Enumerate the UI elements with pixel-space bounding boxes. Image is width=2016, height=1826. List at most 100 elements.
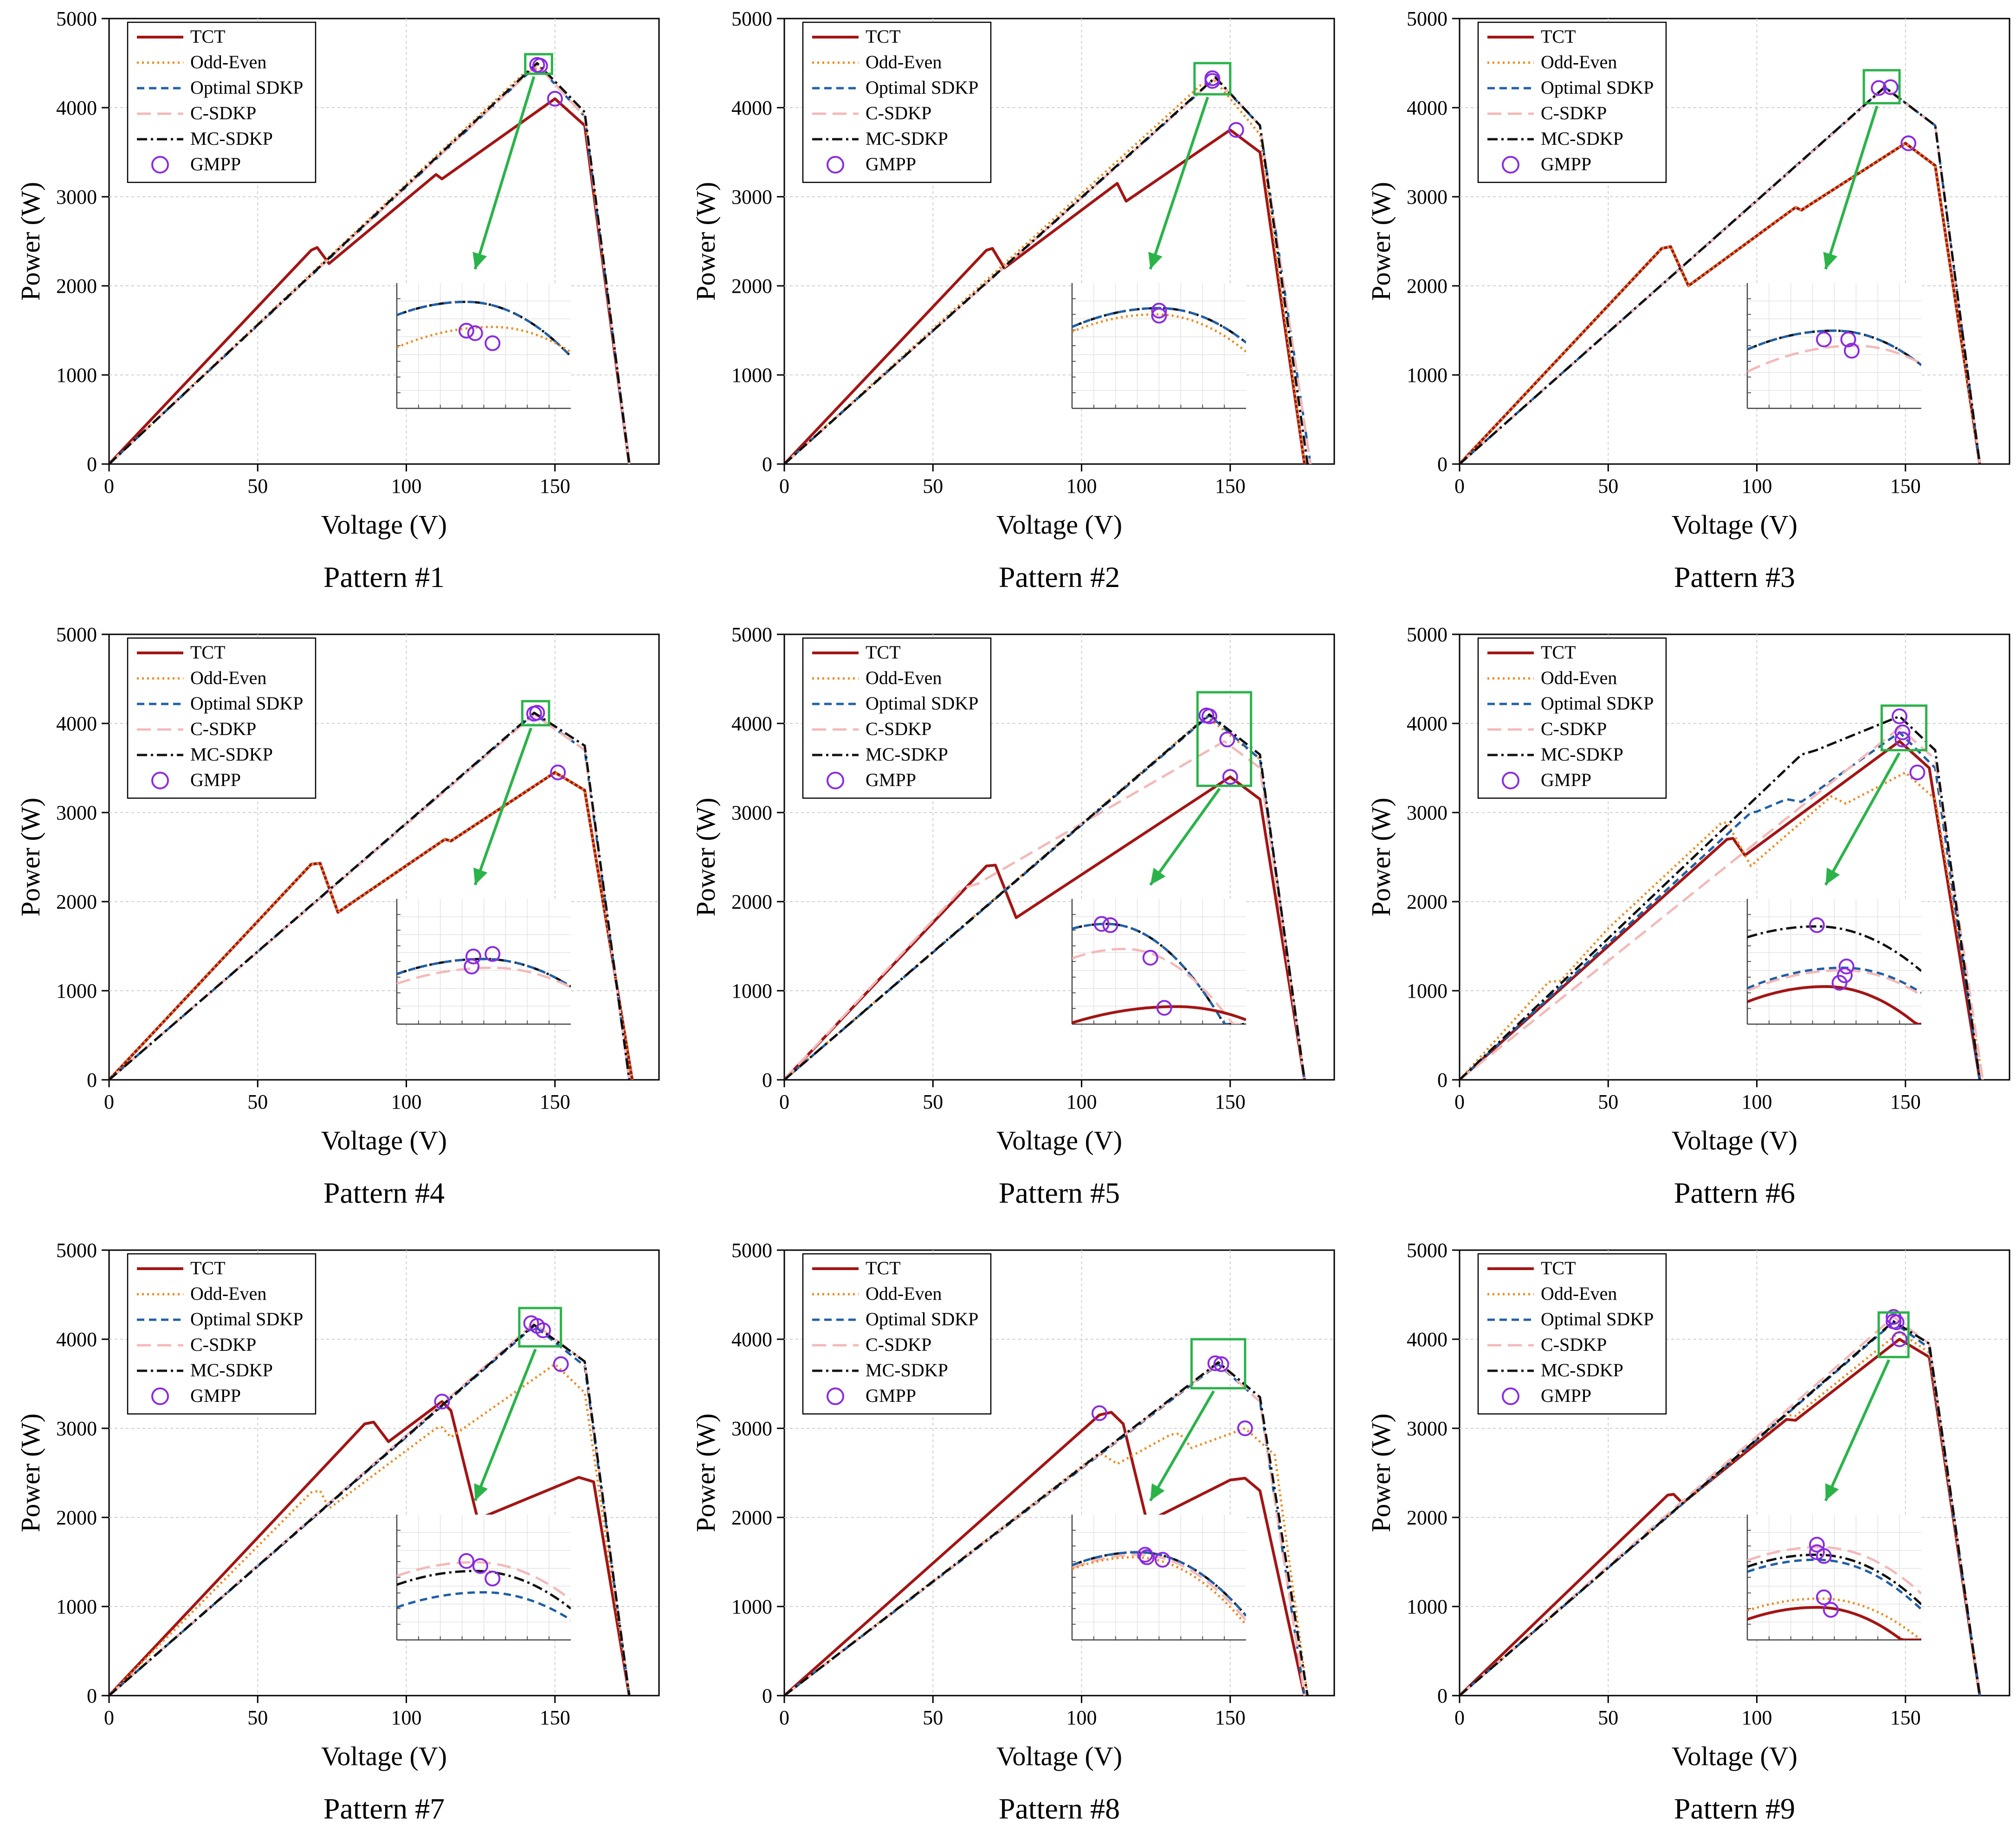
legend-entry: GMPP (866, 769, 916, 790)
x-tick-label: 100 (1066, 475, 1097, 497)
gmpp-marker (1228, 122, 1244, 138)
series-line-mc-sdkp (109, 1323, 631, 1696)
legend-entry: Optimal SDKP (190, 693, 303, 714)
y-tick-label: 5000 (731, 623, 772, 646)
legend-entry: TCT (1541, 26, 1576, 47)
legend-entry: Optimal SDKP (190, 77, 303, 98)
series-line-optimal-sdkp (1460, 731, 1981, 1080)
gmpp-marker (1222, 769, 1238, 785)
legend-entry: C-SDKP (866, 718, 931, 739)
inset-curve-optimal-sdkp (1747, 1558, 1921, 1610)
x-tick-label: 150 (1890, 1706, 1921, 1729)
legend-box (127, 637, 317, 799)
inset-gmpp-marker (459, 323, 474, 339)
zoom-arrow (473, 76, 536, 270)
zoom-arrow (1824, 752, 1901, 886)
y-tick-label: 3000 (731, 801, 772, 824)
y-tick-label: 4000 (56, 712, 97, 735)
x-tick-label: 50 (247, 1706, 268, 1729)
x-tick-label: 50 (923, 475, 943, 497)
y-tick-label: 3000 (56, 1417, 97, 1440)
legend-entry: MC-SDKP (1541, 744, 1623, 765)
legend-entry: GMPP (866, 1385, 916, 1406)
legend-entry: TCT (866, 642, 901, 663)
inset-gmpp-marker (1844, 342, 1860, 359)
legend-entry: GMPP (1541, 1385, 1591, 1406)
series-line-odd-even (109, 66, 631, 464)
series-group (109, 711, 634, 1080)
inset-gmpp-marker (1093, 916, 1110, 932)
legend-entry: Odd-Even (190, 667, 266, 688)
gmpp-marker (1909, 764, 1926, 781)
series-group (1460, 715, 1984, 1080)
y-tick-label: 3000 (1407, 1417, 1447, 1440)
gmpp-marker (1900, 135, 1917, 151)
panel-title: Pattern #1 (323, 561, 445, 594)
y-tick-label: 0 (87, 1684, 97, 1707)
legend-entry: GMPP (190, 154, 241, 174)
inset-series-group (1072, 923, 1246, 1024)
y-tick-label: 2000 (1407, 275, 1447, 297)
inset-gmpp-marker (1151, 308, 1167, 324)
legend-entry: TCT (1541, 642, 1576, 663)
series-group (784, 713, 1306, 1080)
gmpp-marker (1894, 724, 1911, 741)
zoom-arrow-head (472, 252, 487, 269)
zoom-box (524, 53, 553, 75)
gmpp-marker (535, 1322, 551, 1338)
legend-entry: Odd-Even (866, 667, 942, 688)
legend-swatch-gmpp (151, 1387, 169, 1405)
y-tick-label: 2000 (731, 890, 772, 913)
x-tick-label: 0 (1454, 475, 1465, 497)
gmpp-marker (553, 1356, 569, 1372)
gmpp-marker (1892, 708, 1907, 724)
series-line-c-sdkp (784, 1362, 1306, 1696)
legend-swatch-gmpp (827, 772, 844, 789)
y-tick-label: 2000 (731, 1506, 772, 1529)
y-tick-label: 5000 (56, 7, 97, 30)
y-axis-label: Power (W) (691, 798, 721, 916)
zoom-arrow-head (1150, 868, 1166, 885)
y-tick-label: 3000 (1407, 186, 1447, 208)
series-line-tct (784, 129, 1306, 464)
legend-box (127, 21, 317, 183)
y-tick-label: 2000 (731, 275, 772, 297)
zoom-arrow-head (1148, 252, 1163, 269)
legend-entry: GMPP (190, 769, 241, 790)
panel-title: Pattern #8 (999, 1792, 1120, 1825)
inset-curve-c-sdkp (1072, 948, 1246, 1024)
y-tick-label: 0 (762, 453, 772, 476)
inset-curve-tct (1747, 1606, 1921, 1640)
inset-gmpp-marker (1816, 1589, 1832, 1606)
legend-entry: C-SDKP (190, 1334, 256, 1355)
chart-panel-4: 0 50 100 150 0 1000 2000 3000 4000 5000 Voltage (V… (15, 623, 660, 1209)
series-line-tct (784, 775, 1306, 1080)
x-tick-label: 150 (1890, 475, 1921, 497)
inset-gmpp-marker (1156, 1000, 1172, 1016)
inset-gmpp-marker (485, 1570, 501, 1587)
y-tick-label: 4000 (731, 712, 772, 735)
gmpp-marker (1237, 1420, 1253, 1436)
inset-curve-odd-even (1072, 313, 1246, 353)
gmpp-marker (1091, 1405, 1107, 1421)
x-tick-label: 150 (1890, 1090, 1921, 1113)
x-tick-label: 0 (1454, 1706, 1465, 1729)
x-tick-label: 100 (1066, 1090, 1097, 1113)
zoom-box (1190, 1338, 1247, 1390)
y-tick-label: 3000 (1407, 801, 1447, 824)
series-line-optimal-sdkp (784, 77, 1312, 464)
x-axis-label: Voltage (V) (321, 1741, 447, 1771)
legend-entry: Odd-Even (190, 1283, 266, 1304)
series-line-odd-even (1460, 142, 1981, 464)
inset-gmpp-marker (1809, 1536, 1825, 1553)
inset-curve-mc-sdkp (1747, 1553, 1921, 1606)
zoom-box (1877, 1311, 1910, 1358)
legend-swatch-gmpp (1502, 772, 1519, 789)
x-tick-label: 0 (1454, 1090, 1465, 1113)
x-axis-label: Voltage (V) (1672, 1741, 1797, 1771)
inset-curve-odd-even (1747, 1597, 1921, 1640)
y-tick-label: 1000 (56, 1595, 97, 1618)
inset-curve-tct (1072, 1005, 1246, 1024)
legend-entry: MC-SDKP (866, 744, 948, 765)
